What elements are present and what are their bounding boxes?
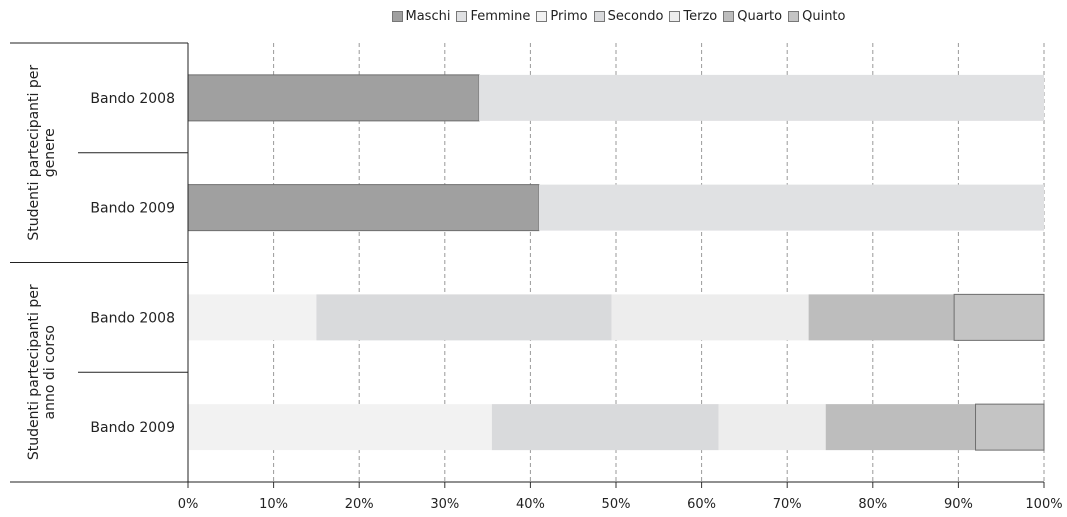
legend-item-femmine: Femmine: [456, 9, 530, 24]
x-tick-label: 10%: [259, 497, 288, 512]
x-tick-label: 40%: [516, 497, 545, 512]
bar-quarto: [825, 404, 976, 451]
legend-item-maschi: Maschi: [391, 9, 451, 24]
bar-femmine: [479, 74, 1044, 121]
legend-item-quarto: Quarto: [723, 9, 782, 24]
legend-swatch: [391, 11, 403, 22]
legend-swatch: [669, 11, 681, 22]
x-tick-label: 60%: [687, 497, 716, 512]
legend-swatch: [456, 11, 468, 22]
legend-swatch: [536, 11, 548, 22]
bar-quarto: [808, 294, 955, 341]
bar-maschi: [187, 74, 480, 122]
legend-swatch: [593, 11, 605, 22]
x-tick-label: 0%: [178, 497, 199, 512]
row-label: Bando 2008: [90, 310, 175, 326]
bar-primo: [188, 404, 492, 451]
legend-label: Primo: [550, 9, 588, 24]
x-tick-label: 90%: [944, 497, 973, 512]
bar-quinto: [953, 293, 1045, 341]
legend-swatch: [788, 11, 800, 22]
bar-femmine: [538, 184, 1044, 231]
bar-quinto: [975, 403, 1045, 451]
legend-label: Maschi: [405, 9, 451, 24]
group-label: anno di corso: [42, 325, 58, 419]
bar-secondo: [316, 294, 612, 341]
x-tick-label: 50%: [602, 497, 631, 512]
legend-label: Femmine: [470, 9, 531, 24]
bar-terzo: [718, 404, 826, 451]
legend-label: Quinto: [802, 9, 846, 24]
group-label: genere: [42, 128, 58, 177]
chart-legend: Maschi Femmine Primo Secondo Terzo Quarto Quin…: [0, 9, 1067, 24]
row-label: Bando 2009: [90, 201, 175, 217]
legend-item-terzo: Terzo: [669, 9, 717, 24]
x-tick-label: 100%: [1025, 497, 1062, 512]
bar-terzo: [611, 294, 809, 341]
group-label: Studenti partecipanti per: [26, 65, 42, 241]
legend-item-primo: Primo: [536, 9, 588, 24]
legend-label: Secondo: [607, 9, 664, 24]
row-label: Bando 2008: [90, 91, 175, 107]
x-tick-label: 70%: [773, 497, 802, 512]
legend-label: Terzo: [683, 9, 718, 24]
row-label: Bando 2009: [90, 420, 175, 436]
bar-maschi: [187, 184, 540, 232]
x-tick-label: 20%: [345, 497, 374, 512]
legend-label: Quarto: [737, 9, 783, 24]
x-tick-label: 30%: [430, 497, 459, 512]
legend-swatch: [723, 11, 735, 22]
x-tick-label: 80%: [858, 497, 887, 512]
bar-secondo: [491, 404, 719, 451]
legend-item-secondo: Secondo: [593, 9, 664, 24]
legend-item-quinto: Quinto: [788, 9, 845, 24]
group-label: Studenti partecipanti per: [26, 284, 42, 460]
bar-primo: [188, 294, 317, 341]
